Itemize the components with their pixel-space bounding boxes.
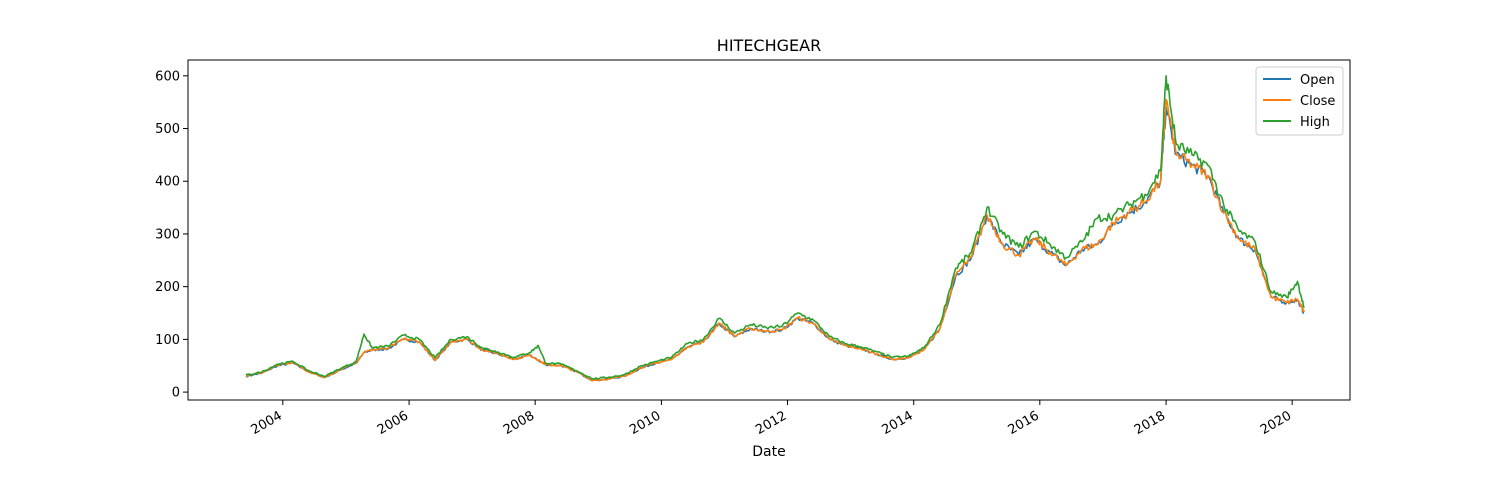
legend-label-high: High <box>1300 115 1330 130</box>
x-axis-label: Date <box>752 444 785 460</box>
chart-title: HITECHGEAR <box>717 36 821 55</box>
x-tick-label: 2004 <box>249 408 285 438</box>
legend-label-open: Open <box>1300 73 1335 88</box>
legend-box <box>1255 66 1344 136</box>
x-tick-label: 2014 <box>880 408 916 438</box>
plot-frame <box>187 59 1351 401</box>
y-tick-label: 300 <box>155 227 180 242</box>
x-tick-label: 2016 <box>1006 408 1042 438</box>
x-tick-label: 2018 <box>1132 408 1168 438</box>
y-tick-label: 400 <box>155 175 180 190</box>
series-line-open <box>245 106 1305 382</box>
y-tick-label: 200 <box>155 280 180 295</box>
x-tick-label: 2010 <box>627 408 663 438</box>
series-line-high <box>245 75 1305 380</box>
x-axis: 2004 2006 2008 2010 2012 2014 2016 2018 2020 <box>249 400 1294 438</box>
x-tick-label: 2006 <box>375 408 411 438</box>
x-tick-label: 2012 <box>753 408 789 438</box>
y-tick-label: 100 <box>155 333 180 348</box>
y-tick-label: 0 <box>172 386 180 401</box>
legend-label-close: Close <box>1300 94 1335 109</box>
series-layer <box>245 75 1305 382</box>
y-tick-label: 600 <box>155 69 180 84</box>
x-tick-label: 2020 <box>1258 408 1294 438</box>
x-tick-label: 2008 <box>501 408 537 438</box>
series-line-close <box>245 98 1305 382</box>
legend: Open Close High <box>1255 66 1344 136</box>
y-axis: 0 100 200 300 400 500 600 <box>155 69 188 401</box>
y-tick-label: 500 <box>155 122 180 137</box>
